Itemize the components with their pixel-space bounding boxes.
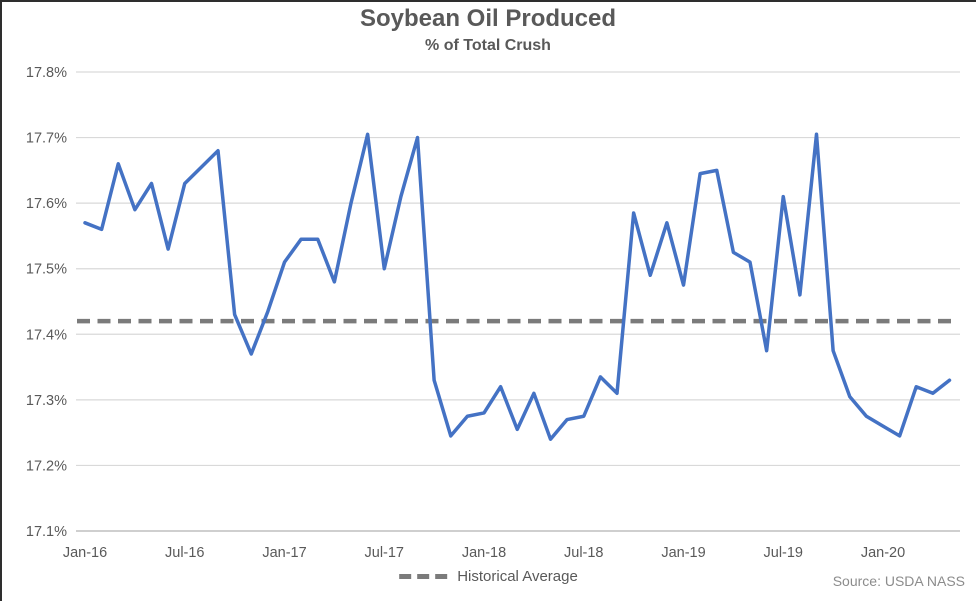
legend-label: Historical Average (457, 568, 578, 585)
data-line (83, 132, 952, 441)
y-tick-label: 17.7% (26, 131, 67, 147)
x-tick-label: Jan-20 (861, 545, 905, 561)
chart-subtitle: % of Total Crush (425, 37, 551, 54)
x-tick-label: Jan-17 (262, 545, 306, 561)
x-tick-label: Jul-17 (365, 545, 405, 561)
window-border-top (0, 0, 976, 2)
chart-title: Soybean Oil Produced (359, 5, 617, 32)
source-text: Source: USDA NASS (832, 573, 965, 589)
x-tick-label: Jan-16 (63, 545, 107, 561)
y-tick-label: 17.5% (26, 262, 67, 278)
y-tick-label: 17.3% (26, 393, 67, 409)
x-tick-label: Jan-18 (462, 545, 506, 561)
x-tick-label: Jul-16 (165, 545, 205, 561)
y-tick-label: 17.2% (26, 458, 67, 474)
y-tick-label: 17.4% (26, 327, 67, 343)
legend-dash-icon (399, 574, 448, 579)
y-tick-label: 17.8% (26, 65, 67, 81)
x-tick-label: Jul-18 (564, 545, 604, 561)
window-border-left (0, 0, 2, 601)
x-tick-label: Jul-19 (764, 545, 804, 561)
y-tick-label: 17.6% (26, 196, 67, 212)
y-tick-label: 17.1% (26, 524, 67, 540)
legend: Historical Average (398, 568, 578, 585)
x-tick-label: Jan-19 (661, 545, 705, 561)
